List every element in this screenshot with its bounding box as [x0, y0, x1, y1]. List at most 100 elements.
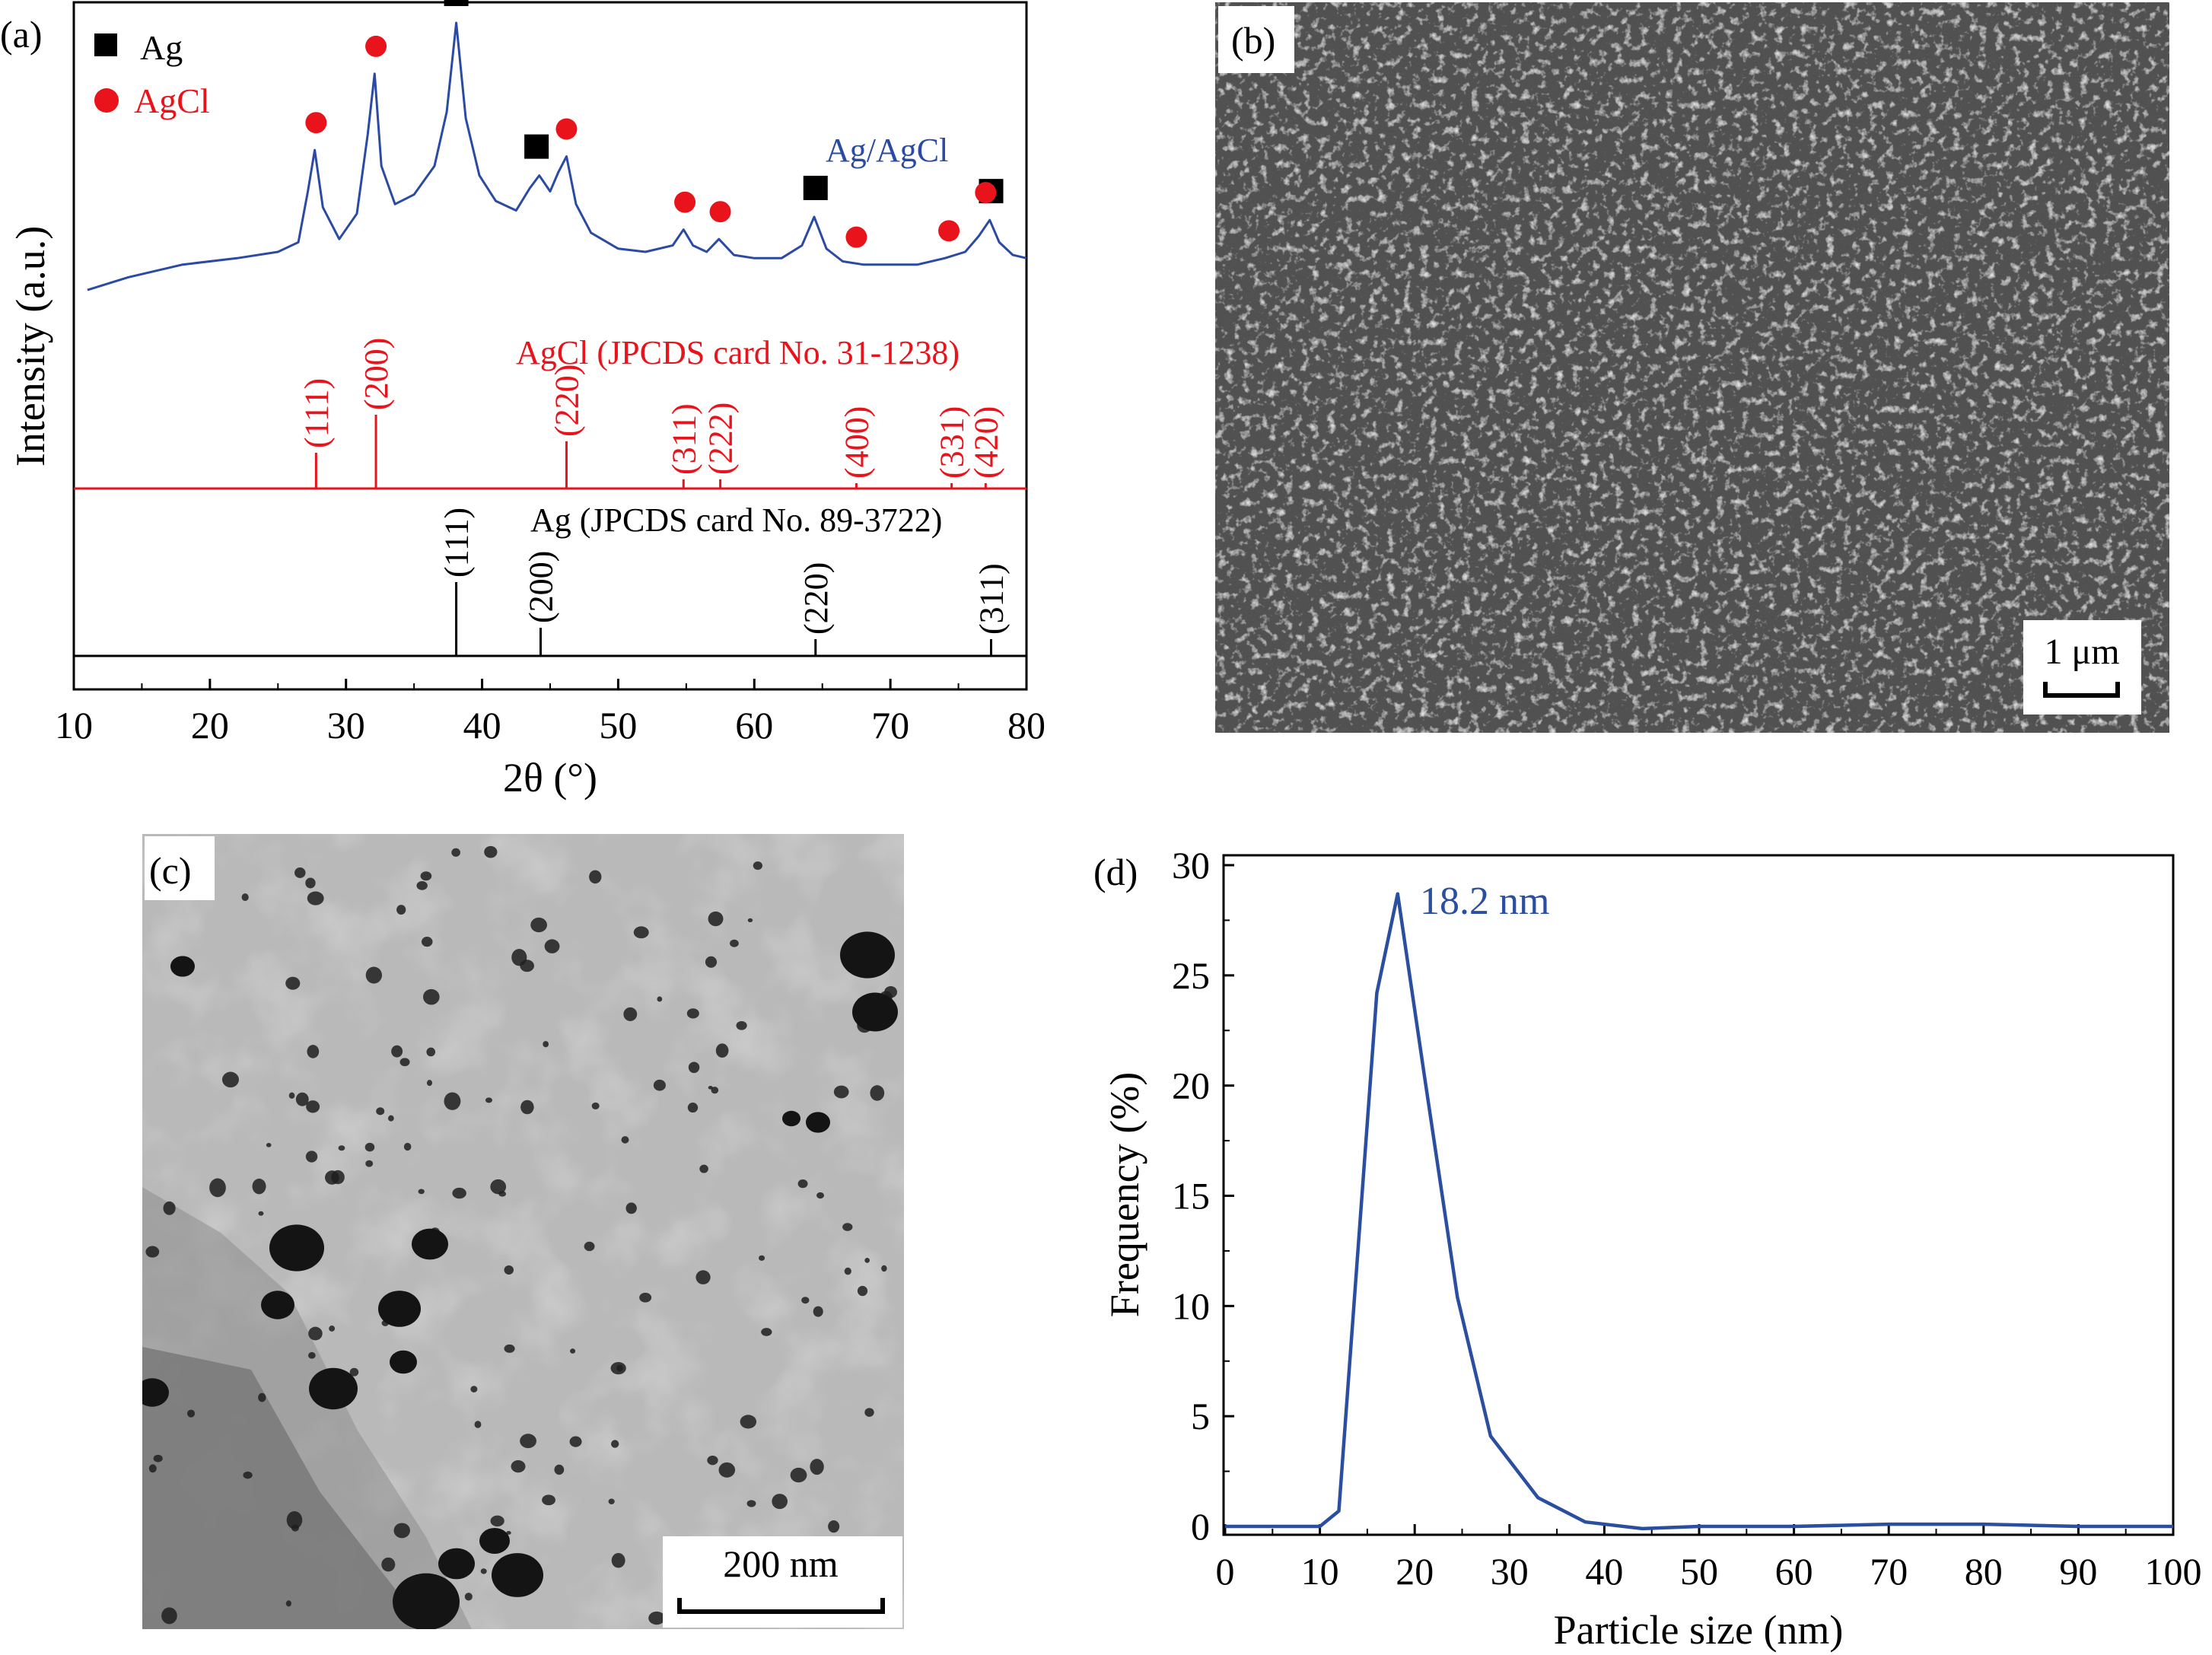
tem-small-particle [474, 1421, 482, 1428]
tem-small-particle [393, 1523, 410, 1539]
tem-large-particle [393, 1573, 460, 1629]
agcl-peak-marker [845, 226, 867, 248]
panel-c-label: (c) [149, 849, 192, 892]
size-y-tick-label: 15 [1172, 1175, 1210, 1217]
tem-large-particle [309, 1367, 358, 1410]
sem-label-box [1218, 6, 1294, 73]
tem-small-particle [657, 996, 663, 1002]
panel-b-sem-image [1215, 2, 2169, 733]
xrd-x-tick-label: 20 [191, 704, 229, 746]
tem-small-particle [801, 1297, 810, 1304]
ag-hkl-label: (311) [972, 563, 1010, 635]
tem-small-particle [241, 893, 249, 902]
agcl-peak-marker [305, 112, 327, 134]
legend-ag-marker [94, 33, 117, 56]
panel-a-xrd: (a) Ag AgCl Ag/AgCl (111) (200) (220) (311)… [0, 0, 1046, 800]
tem-small-particle [308, 1326, 323, 1341]
tem-small-particle [365, 966, 382, 984]
tem-large-particle [412, 1228, 448, 1260]
tem-small-particle [653, 1079, 666, 1091]
panel-d-size-distribution: (d) 0 10 20 30 40 50 60 70 80 90 100 0 5 10 15 20 25 30 1… [1093, 844, 2202, 1653]
tem-small-particle [543, 1041, 549, 1048]
tem-small-particle [426, 1080, 433, 1087]
tem-small-particle [570, 1348, 576, 1354]
legend-agcl-marker [94, 88, 119, 113]
size-x-tick-label: 40 [1585, 1550, 1623, 1593]
tem-small-particle [530, 917, 547, 933]
ag-hkl-label: (111) [438, 508, 476, 578]
tem-small-particle [686, 1008, 699, 1019]
tem-large-particle [492, 1553, 543, 1597]
tem-small-particle [252, 1178, 266, 1195]
tem-small-particle [161, 1607, 177, 1625]
tem-small-particle [591, 1102, 600, 1109]
sem-scalebar-label: 1 μm [2044, 632, 2119, 672]
tem-small-particle [569, 1436, 582, 1447]
tem-large-particle [269, 1224, 324, 1271]
size-y-tick-label: 10 [1172, 1284, 1210, 1327]
tem-large-particle [390, 1350, 417, 1374]
tem-small-particle [288, 1092, 295, 1099]
agcl-peak-marker [674, 191, 696, 213]
peak-annotation: 18.2 nm [1420, 880, 1549, 923]
series-label-ag-agcl: Ag/AgCl [826, 132, 948, 169]
xrd-x-tick-label: 50 [599, 704, 637, 746]
tem-small-particle [864, 1408, 874, 1417]
tem-label-box [145, 836, 215, 900]
tem-small-particle [396, 905, 406, 915]
tem-support-film [142, 1187, 472, 1629]
legend-ag-label: Ag [140, 28, 183, 67]
panel-c-tem-image [142, 834, 904, 1629]
tem-large-particle [438, 1548, 475, 1580]
tem-small-particle [470, 1386, 478, 1392]
xrd-x-tick-label: 40 [463, 704, 501, 746]
tem-small-particle [452, 1187, 466, 1199]
tem-small-particle [730, 939, 739, 947]
agcl-hkl-label: (220) [548, 364, 585, 437]
tem-small-particle [740, 1415, 757, 1429]
tem-small-particle [506, 1531, 511, 1535]
agcl-hkl-label: (420) [967, 406, 1004, 479]
agcl-hkl-label: (331) [934, 406, 971, 479]
tem-small-particle [772, 1494, 788, 1510]
tem-small-particle [761, 1328, 772, 1336]
agcl-hkl-label: (222) [702, 403, 740, 475]
tem-small-particle [285, 1600, 291, 1607]
tem-small-particle [306, 1100, 320, 1113]
tem-small-particle [705, 956, 718, 968]
agcl-peak-marker [975, 182, 997, 204]
tem-small-particle [504, 1344, 515, 1353]
size-x-tick-label: 100 [2145, 1550, 2202, 1593]
tem-small-particle [163, 1201, 176, 1215]
xrd-pattern-line [87, 21, 1027, 291]
tem-large-particle [479, 1528, 510, 1554]
panel-d-label: (d) [1093, 851, 1138, 893]
agcl-reference-label: AgCl (JPCDS card No. 31-1238) [516, 334, 960, 371]
agcl-peak-marker [555, 118, 578, 140]
size-y-tick-label: 0 [1191, 1505, 1210, 1548]
ag-peak-marker [444, 0, 469, 6]
tem-small-particle [621, 1136, 629, 1144]
xrd-x-tick-label: 60 [735, 704, 773, 746]
tem-small-particle [451, 848, 460, 857]
size-x-axis-title: Particle size (nm) [1554, 1607, 1844, 1653]
tem-small-particle [153, 1454, 163, 1462]
tem-small-particle [258, 1211, 264, 1216]
tem-large-particle [806, 1112, 830, 1133]
tem-small-particle [542, 1494, 555, 1506]
tem-small-particle [611, 1440, 619, 1448]
size-x-tick-label: 0 [1216, 1550, 1235, 1593]
tem-scalebar [677, 1598, 885, 1614]
xrd-x-tick-label: 70 [871, 704, 909, 746]
tem-small-particle [616, 1364, 623, 1372]
size-x-tick-label: 90 [2059, 1550, 2097, 1593]
xrd-x-axis: 10 20 30 40 50 60 70 80 [55, 679, 1046, 746]
tem-small-particle [305, 877, 316, 889]
tem-small-particle [416, 880, 428, 890]
tem-small-particle [833, 1085, 849, 1099]
ag-peak-marker [524, 134, 549, 159]
tem-small-particle [338, 1145, 345, 1151]
ag-hkl-label: (200) [522, 551, 559, 623]
tem-small-particle [688, 1061, 700, 1074]
tem-small-particle [209, 1178, 226, 1198]
